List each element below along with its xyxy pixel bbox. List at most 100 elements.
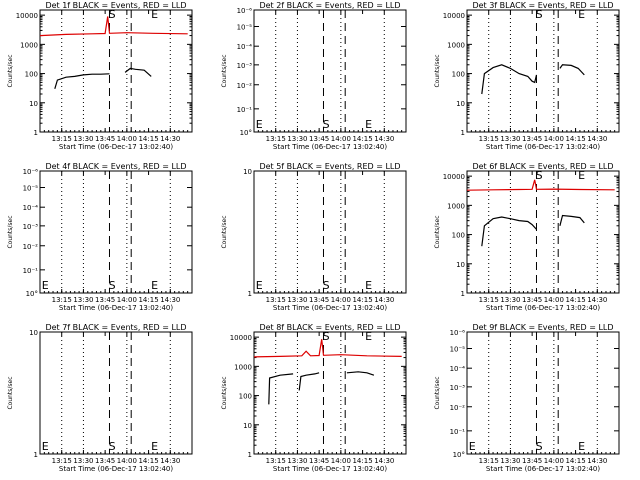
y-tick-label: 1	[34, 129, 38, 137]
y-tick-label: 1	[461, 129, 465, 137]
x-tick-label: 13:45	[95, 296, 115, 304]
y-tick-label: 10	[243, 422, 252, 430]
lld-series-line	[253, 339, 402, 358]
x-tick-label: 14:15	[352, 135, 372, 143]
panel-title: Det 9f BLACK = Events, RED = LLD	[472, 323, 613, 332]
x-tick-label: 13:30	[287, 457, 307, 465]
plot-frame	[466, 170, 620, 294]
y-tick-label: 10⁻⁶	[237, 7, 253, 15]
plot-frame	[253, 170, 407, 294]
x-tick-label: 14:00	[331, 296, 351, 304]
y-tick-label: 1	[461, 290, 465, 298]
y-tick-label: 10	[456, 261, 465, 269]
x-tick-label: 13:15	[479, 296, 499, 304]
y-axis-label: Counts/sec	[221, 215, 228, 248]
x-axis-label: Start Time (06-Dec-17 13:02:40)	[273, 143, 387, 151]
y-tick-label: 1	[248, 451, 252, 459]
panel-title: Det 3f BLACK = Events, RED = LLD	[472, 1, 613, 10]
plot-frame	[466, 331, 620, 455]
x-tick-label: 14:15	[565, 296, 585, 304]
events-series-line	[346, 371, 375, 376]
events-series-line	[298, 372, 320, 391]
events-series-line	[54, 73, 110, 89]
x-axis-label: Start Time (06-Dec-17 13:02:40)	[59, 465, 173, 473]
y-tick-label: 10⁻⁶	[23, 168, 39, 176]
y-tick-label: 10⁻¹	[23, 267, 39, 275]
x-tick-label: 13:45	[309, 457, 329, 465]
events-series-line	[268, 373, 294, 405]
marker-annotation: E	[42, 279, 49, 292]
x-tick-label: 14:30	[374, 135, 394, 143]
y-tick-label: 10⁻²	[450, 404, 466, 412]
panel-title: Det 7f BLACK = Events, RED = LLD	[45, 323, 186, 332]
y-tick-label: 1	[248, 290, 252, 298]
marker-annotation: S	[536, 8, 543, 21]
marker-annotation: E	[469, 440, 476, 453]
x-tick-label: 13:45	[309, 135, 329, 143]
x-tick-label: 14:00	[544, 135, 564, 143]
panel-title: Det 1f BLACK = Events, RED = LLD	[45, 1, 186, 10]
y-tick-label: 1000	[447, 202, 465, 210]
marker-annotation: S	[323, 118, 330, 131]
panel-title: Det 2f BLACK = Events, RED = LLD	[259, 1, 400, 10]
y-axis-label: Counts/sec	[7, 54, 14, 87]
y-tick-label: 10°	[26, 290, 38, 298]
marker-annotation: E	[365, 118, 372, 131]
x-axis-label: Start Time (06-Dec-17 13:02:40)	[486, 304, 600, 312]
x-axis-label: Start Time (06-Dec-17 13:02:40)	[273, 465, 387, 473]
y-tick-label: 10⁻⁵	[23, 184, 39, 192]
marker-annotation: S	[536, 169, 543, 182]
y-axis-label: Counts/sec	[221, 54, 228, 87]
x-tick-label: 14:00	[117, 135, 137, 143]
y-tick-label: 10⁻³	[23, 223, 39, 231]
y-tick-label: 10⁻³	[450, 384, 466, 392]
x-tick-label: 13:15	[52, 135, 72, 143]
panel-title: Det 4f BLACK = Events, RED = LLD	[45, 162, 186, 171]
y-tick-label: 100	[25, 71, 38, 79]
x-tick-label: 13:15	[479, 135, 499, 143]
x-tick-label: 14:15	[138, 457, 158, 465]
x-tick-label: 13:15	[52, 457, 72, 465]
plot-frame	[39, 9, 193, 133]
marker-annotation: E	[42, 440, 49, 453]
x-tick-label: 13:30	[287, 135, 307, 143]
y-tick-label: 10⁻⁵	[450, 345, 466, 353]
x-axis-label: Start Time (06-Dec-17 13:02:40)	[486, 143, 600, 151]
marker-annotation: S	[109, 440, 116, 453]
x-tick-label: 14:15	[352, 457, 372, 465]
marker-annotation: S	[109, 8, 116, 21]
y-axis-label: Counts/sec	[7, 215, 14, 248]
panel-title: Det 5f BLACK = Events, RED = LLD	[259, 162, 400, 171]
y-tick-label: 10⁻²	[237, 82, 253, 90]
plot-frame	[39, 331, 193, 455]
x-tick-label: 14:00	[117, 457, 137, 465]
x-tick-label: 14:15	[138, 296, 158, 304]
x-tick-label: 13:15	[266, 457, 286, 465]
marker-annotation: E	[365, 330, 372, 343]
events-series-line	[124, 67, 152, 77]
events-series-line	[559, 64, 585, 76]
y-axis-label: Counts/sec	[434, 215, 441, 248]
y-tick-label: 10⁻⁴	[237, 43, 253, 51]
x-axis-label: Start Time (06-Dec-17 13:02:40)	[59, 304, 173, 312]
x-tick-label: 13:45	[95, 135, 115, 143]
x-tick-label: 14:15	[565, 457, 585, 465]
y-tick-label: 1	[34, 451, 38, 459]
y-tick-label: 10⁻⁴	[450, 365, 466, 373]
y-tick-label: 10	[29, 100, 38, 108]
x-tick-label: 13:45	[522, 457, 542, 465]
y-tick-label: 10°	[453, 451, 465, 459]
x-tick-label: 14:15	[138, 135, 158, 143]
y-axis-label: Counts/sec	[434, 54, 441, 87]
x-tick-label: 14:00	[117, 296, 137, 304]
y-tick-label: 10⁻⁶	[450, 329, 466, 337]
marker-annotation: E	[151, 8, 158, 21]
x-tick-label: 13:30	[73, 135, 93, 143]
x-tick-label: 13:15	[52, 296, 72, 304]
